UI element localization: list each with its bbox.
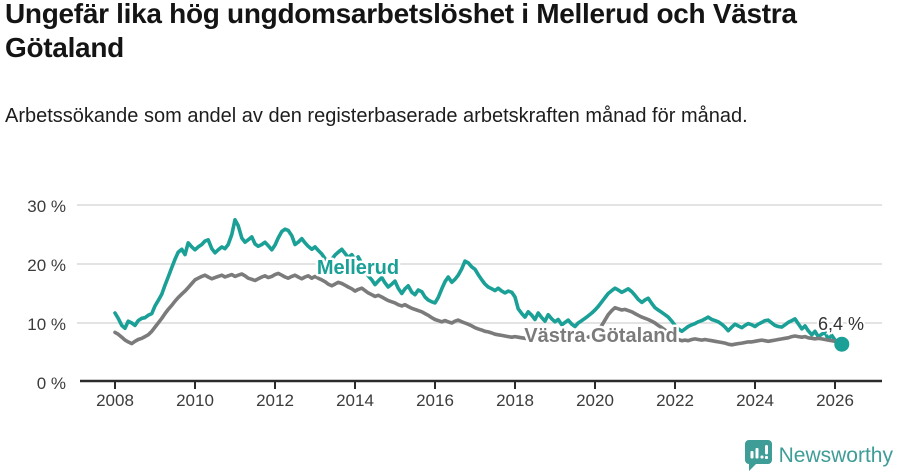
x-tick-label-2014: 2014: [336, 391, 374, 410]
newsworthy-wordmark: Newsworthy: [778, 443, 893, 467]
y-tick-label-20: 20 %: [27, 256, 66, 275]
gridlines: [77, 204, 882, 324]
newsworthy-logo[interactable]: Newsworthy: [744, 440, 893, 471]
latest-value-dot: [834, 336, 850, 352]
end-value-label: 6,4 %: [818, 314, 864, 334]
y-tick-label-10: 10 %: [27, 315, 66, 334]
x-tick-label-2020: 2020: [576, 391, 614, 410]
series-label-vastra-gotaland: Västra Götaland: [524, 325, 677, 347]
y-axis-tick-labels: 0 % 10 % 20 % 30 %: [27, 197, 66, 393]
series-lines: [113, 218, 844, 347]
newsworthy-bar-chart-bubble-icon: [744, 440, 772, 471]
x-tick-label-2026: 2026: [816, 391, 854, 410]
series-line-mellerud: [113, 218, 844, 347]
x-axis: 2008 2010 2012 2014 2016 2018 2020 2022 2024 2026: [80, 379, 882, 410]
x-tick-label-2012: 2012: [256, 391, 294, 410]
x-tick-label-2022: 2022: [656, 391, 694, 410]
x-tick-label-2010: 2010: [176, 391, 214, 410]
x-tick-label-2018: 2018: [496, 391, 534, 410]
x-tick-label-2024: 2024: [736, 391, 774, 410]
y-tick-label-0: 0 %: [37, 374, 66, 393]
page-title: Ungefär lika hög ungdomsarbetslöshet i M…: [5, 0, 797, 63]
page-subtitle: Arbetssökande som andel av den registerb…: [5, 105, 748, 127]
x-tick-label-2016: 2016: [416, 391, 454, 410]
x-tick-label-2008: 2008: [96, 391, 134, 410]
series-line-v-stra-g-taland: [113, 271, 844, 347]
y-tick-label-30: 30 %: [27, 197, 66, 216]
series-label-mellerud: Mellerud: [317, 257, 399, 279]
